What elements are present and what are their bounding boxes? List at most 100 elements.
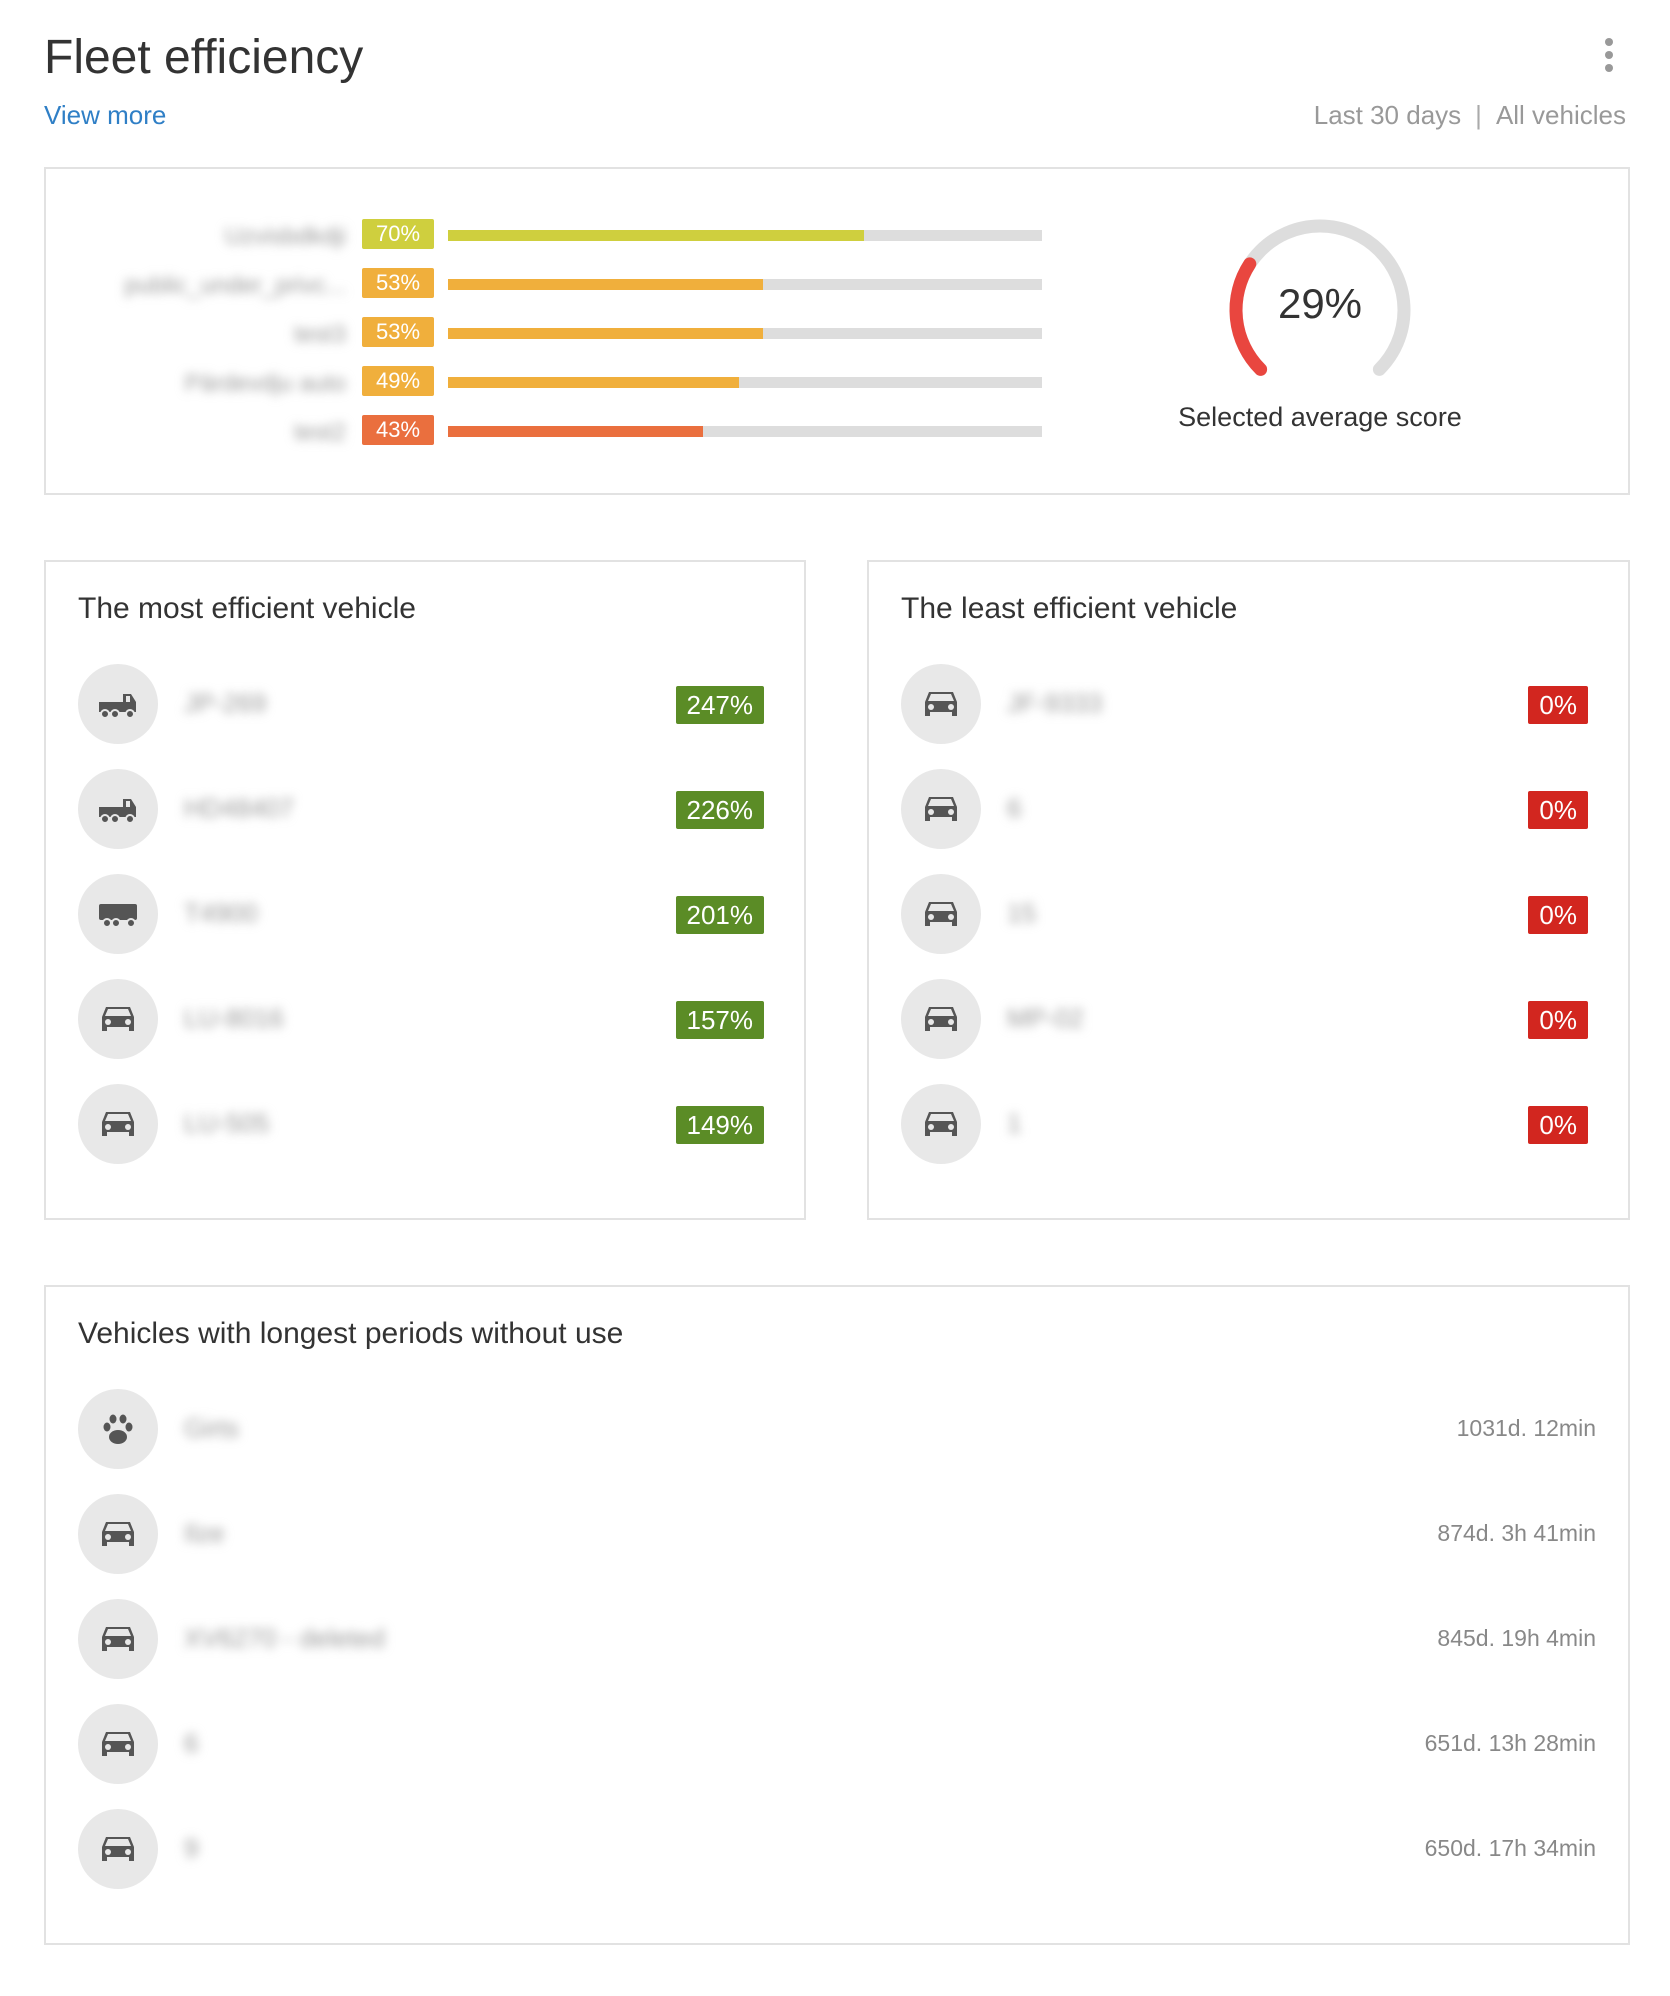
vehicle-name: HD48407 [184,793,294,823]
car-icon [925,797,957,821]
vehicle-name: Pārdevdju auto [184,370,346,397]
vehicle-name: Uzvisbdkdji [224,223,346,250]
vehicle-name: Ilze [184,1518,225,1548]
list-item[interactable]: 15 0% [901,874,1596,954]
vehicle-name: T4900 [184,898,258,928]
score-bar-row: Uzvisbdkdji 70% [46,219,1046,251]
vehicle-avatar [78,1389,158,1469]
efficiency-badge: 0% [1528,791,1588,829]
vehicle-avatar [901,1084,981,1164]
vehicle-avatar [901,769,981,849]
efficiency-badge: 201% [675,896,764,934]
page-title: Fleet efficiency [44,31,364,84]
score-bar-fill [448,426,704,437]
car-icon [102,1837,134,1861]
vehicle-avatar [901,874,981,954]
vehicle-name: 1 [1007,1108,1022,1138]
trailer-truck-icon [99,904,137,928]
score-bar-track [448,377,1042,388]
vehicle-avatar [78,664,158,744]
vehicle-name: test2 [293,419,346,446]
car-icon [925,902,957,926]
paw-icon [103,1414,133,1444]
vehicle-name: Girts [184,1413,239,1443]
score-bar-fill [448,230,864,241]
car-icon [925,1007,957,1031]
score-badge: 43% [362,415,434,445]
score-badge: 70% [362,219,434,249]
car-icon [925,1112,957,1136]
efficiency-badge: 0% [1528,896,1588,934]
score-bar-fill [448,377,740,388]
vehicle-name: JF-9333 [1007,688,1103,718]
list-item[interactable]: JP-269 247% [78,664,772,744]
vehicle-avatar [78,769,158,849]
score-bar-track [448,426,1042,437]
vehicle-name: 15 [1007,898,1036,928]
vehicle-avatar [78,1494,158,1574]
period-filter[interactable]: Last 30 days [1313,100,1462,130]
card-title: Vehicles with longest periods without us… [78,1317,624,1350]
view-more-link[interactable]: View more [44,100,167,130]
score-bar-row: Pārdevdju auto 49% [46,366,1046,398]
score-bar-fill [448,328,763,339]
list-item[interactable]: MP-02 0% [901,979,1596,1059]
efficiency-badge: 247% [675,686,764,724]
score-bar-row: test3 53% [46,317,1046,349]
idle-duration: 1031d. 12min [1456,1415,1596,1441]
list-item[interactable]: 9 650d. 17h 34min [78,1809,1596,1889]
vehicle-avatar [78,979,158,1059]
vehicle-name: JP-269 [184,688,267,718]
card-title: The least efficient vehicle [901,592,1238,625]
more-options-icon[interactable] [1603,38,1615,78]
list-item[interactable]: 6 651d. 13h 28min [78,1704,1596,1784]
score-bar-track [448,279,1042,290]
idle-duration: 845d. 19h 4min [1437,1625,1596,1651]
vehicle-avatar [78,1809,158,1889]
average-score-gauge [1229,219,1411,376]
efficiency-badge: 0% [1528,686,1588,724]
card-title: The most efficient vehicle [78,592,416,625]
vehicle-name: 9 [184,1833,199,1863]
list-item[interactable]: LU-505 149% [78,1084,772,1164]
score-bar-row: public_under_privc... 53% [46,268,1046,300]
list-item[interactable]: XV6270 - deleted 845d. 19h 4min [78,1599,1596,1679]
vehicle-avatar [901,979,981,1059]
truck-icon [99,694,136,719]
gauge-label: Selected average score [1178,402,1462,432]
list-item[interactable]: HD48407 226% [78,769,772,849]
scope-filter[interactable]: All vehicles [1495,100,1626,130]
list-item[interactable]: LU-8016 157% [78,979,772,1059]
list-item[interactable]: JF-9333 0% [901,664,1596,744]
car-icon [102,1112,134,1136]
score-bar-row: test2 43% [46,415,1046,447]
vehicle-name: LU-8016 [184,1003,284,1033]
efficiency-badge: 149% [675,1106,764,1144]
car-icon [102,1522,134,1546]
list-item[interactable]: 6 0% [901,769,1596,849]
efficiency-badge: 0% [1528,1106,1588,1144]
gauge-value: 29% [1277,280,1363,327]
vehicle-name: 6 [1007,793,1022,823]
vehicle-name: XV6270 - deleted [184,1623,385,1653]
vehicle-avatar [901,664,981,744]
car-icon [925,692,957,716]
unused-vehicles-card: Vehicles with longest periods without us… [44,1285,1630,1945]
efficiency-badge: 157% [675,1001,764,1039]
vehicle-name: 6 [184,1728,199,1758]
list-item[interactable]: T4900 201% [78,874,772,954]
vehicle-name: public_under_privc... [124,272,346,299]
idle-duration: 650d. 17h 34min [1424,1835,1596,1861]
score-badge: 53% [362,317,434,347]
list-item[interactable]: Ilze 874d. 3h 41min [78,1494,1596,1574]
list-item[interactable]: Girts 1031d. 12min [78,1389,1596,1469]
score-bar-fill [448,279,763,290]
score-badge: 53% [362,268,434,298]
vehicle-avatar [78,1084,158,1164]
car-icon [102,1732,134,1756]
most-efficient-card: The most efficient vehicle JP-269 247% H… [44,560,806,1220]
list-item[interactable]: 1 0% [901,1084,1596,1164]
efficiency-badge: 0% [1528,1001,1588,1039]
least-efficient-card: The least efficient vehicle JF-9333 0% 6… [867,560,1630,1220]
vehicle-avatar [78,1704,158,1784]
